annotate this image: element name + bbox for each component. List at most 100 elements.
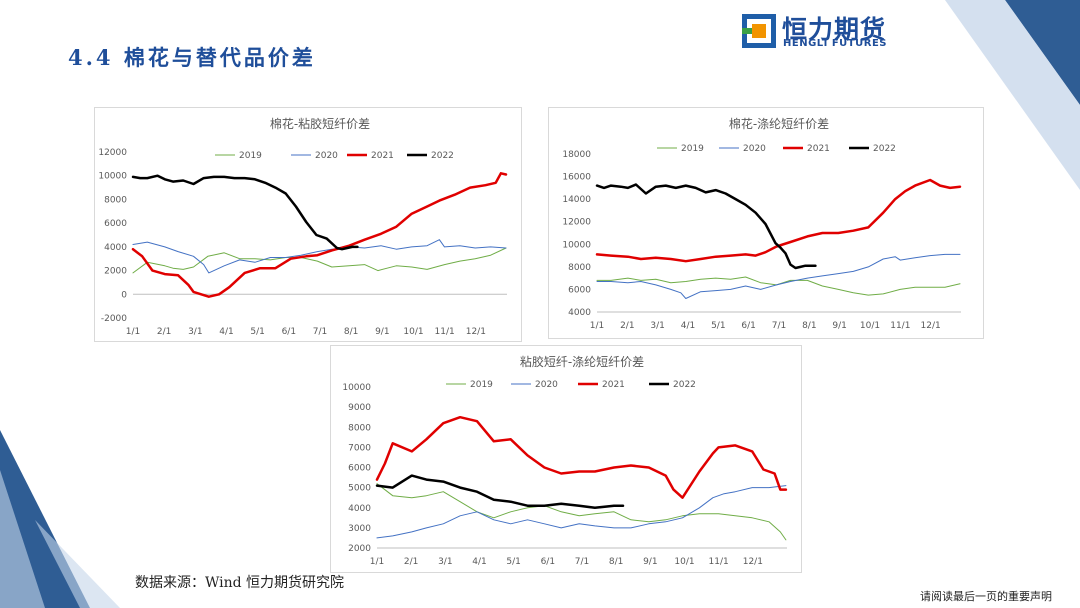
series-line-2020 [132,239,507,274]
source-text: 数据来源：Wind 恒力期货研究院 [135,575,345,591]
logo-chinese-text: 恒力期货 [782,15,887,44]
y-tick-label: 12000 [562,218,591,228]
y-tick-label: 5000 [348,484,371,494]
x-tick-label: 10/1 [674,557,694,567]
y-tick-label: 2000 [348,544,371,554]
series-line-2022 [595,183,817,270]
chart-title: 棉花-粘胶短纤价差 [270,116,370,131]
y-tick-label: -2000 [101,314,127,324]
corner-bottom-left-light [0,470,45,608]
x-tick-label: 9/1 [832,321,846,331]
y-tick-label: 8000 [104,195,127,205]
x-tick-label: 10/1 [860,321,880,331]
hengli-logo-icon [742,14,776,48]
legend-label: 2020 [743,144,766,154]
y-tick-label: 6000 [568,285,591,295]
x-tick-label: 11/1 [435,327,455,337]
x-tick-label: 3/1 [650,321,664,331]
y-tick-label: 0 [121,290,127,300]
x-tick-label: 8/1 [609,557,623,567]
y-tick-label: 10000 [562,240,591,250]
x-tick-label: 4/1 [681,321,695,331]
y-tick-label: 6000 [348,464,371,474]
series-line-2020 [596,253,961,299]
x-tick-label: 3/1 [438,557,452,567]
legend-label: 2021 [602,380,625,390]
x-tick-label: 7/1 [575,557,589,567]
chart-title: 粘胶短纤-涤纶短纤价差 [520,354,644,369]
x-tick-label: 8/1 [344,327,358,337]
legend-label: 2022 [673,380,696,390]
x-tick-label: 5/1 [506,557,520,567]
legend-label: 2022 [431,151,454,161]
y-tick-label: 4000 [568,308,591,318]
series-line-2022 [131,174,359,251]
y-tick-label: 18000 [562,150,591,160]
y-tick-label: 14000 [562,195,591,205]
x-tick-label: 7/1 [772,321,786,331]
x-tick-label: 1/1 [370,557,384,567]
x-tick-label: 6/1 [541,557,555,567]
series-line-2021 [131,172,508,298]
hengli-logo: 恒力期货 HENGLI FUTURES [742,12,917,52]
x-tick-label: 11/1 [890,321,910,331]
chart-panel-cotton-viscose: 棉花-粘胶短纤价差 -2000 0 2000 4000 6000 8000 10000 1200… [94,107,522,342]
legend-label: 2019 [239,151,262,161]
x-tick-label: 2/1 [620,321,634,331]
legend-label: 2022 [873,144,896,154]
corner-top-right-light [945,0,1080,190]
y-tick-label: 7000 [348,443,371,453]
y-tick-label: 6000 [104,219,127,229]
x-tick-label: 5/1 [250,327,264,337]
legend-label: 2019 [470,380,493,390]
chart-cotton-viscose: 棉花-粘胶短纤价差 -2000 0 2000 4000 6000 8000 10000 1200… [98,116,508,337]
legend-label: 2020 [315,151,338,161]
x-tick-label: 5/1 [711,321,725,331]
x-tick-label: 11/1 [709,557,729,567]
y-tick-label: 4000 [104,243,127,253]
legend-label: 2020 [535,380,558,390]
legend-label: 2021 [807,144,830,154]
x-tick-label: 9/1 [375,327,389,337]
series-line-2022 [375,474,625,510]
legend-label: 2019 [681,144,704,154]
corner-bottom-left-light-2 [35,520,120,608]
y-tick-label: 3000 [348,524,371,534]
x-tick-label: 1/1 [590,321,604,331]
series-line-2021 [595,178,962,263]
x-tick-label: 6/1 [741,321,755,331]
x-tick-label: 3/1 [188,327,202,337]
y-tick-label: 16000 [562,173,591,183]
chart-viscose-polyester: 粘胶短纤-涤纶短纤价差 2000 3000 4000 5000 6000 7000 8000 9… [342,354,788,567]
y-tick-label: 10000 [342,383,371,393]
legend-label: 2021 [371,151,394,161]
section-title: 4.4 棉花与替代品价差 [68,45,316,70]
disclaimer-notice: 请阅读最后一页的重要声明 [920,590,1052,603]
y-tick-label: 4000 [348,504,371,514]
x-tick-label: 2/1 [157,327,171,337]
x-tick-label: 8/1 [802,321,816,331]
y-tick-label: 8000 [348,423,371,433]
x-tick-label: 4/1 [472,557,486,567]
series-line-2020 [376,485,787,539]
chart-cotton-polyester: 棉花-涤纶短纤价差 4000 6000 8000 10000 12000 14000 1600… [562,116,962,331]
x-tick-label: 2/1 [404,557,418,567]
chart-panel-cotton-polyester: 棉花-涤纶短纤价差 4000 6000 8000 10000 12000 14000 1600… [548,107,984,339]
logo-english-text: HENGLI FUTURES [783,38,887,49]
x-tick-label: 4/1 [219,327,233,337]
x-tick-label: 12/1 [466,327,486,337]
y-tick-label: 10000 [98,172,127,182]
x-tick-label: 1/1 [126,327,140,337]
y-tick-label: 8000 [568,263,591,273]
y-tick-label: 12000 [98,148,127,158]
y-tick-label: 2000 [104,267,127,277]
chart-panel-viscose-polyester: 粘胶短纤-涤纶短纤价差 2000 3000 4000 5000 6000 7000 8000 9… [330,345,802,573]
x-tick-label: 12/1 [921,321,941,331]
series-line-2019 [596,276,961,296]
x-tick-label: 7/1 [313,327,327,337]
y-tick-label: 9000 [348,403,371,413]
series-line-2021 [375,415,788,499]
x-tick-label: 12/1 [743,557,763,567]
x-tick-label: 9/1 [643,557,657,567]
